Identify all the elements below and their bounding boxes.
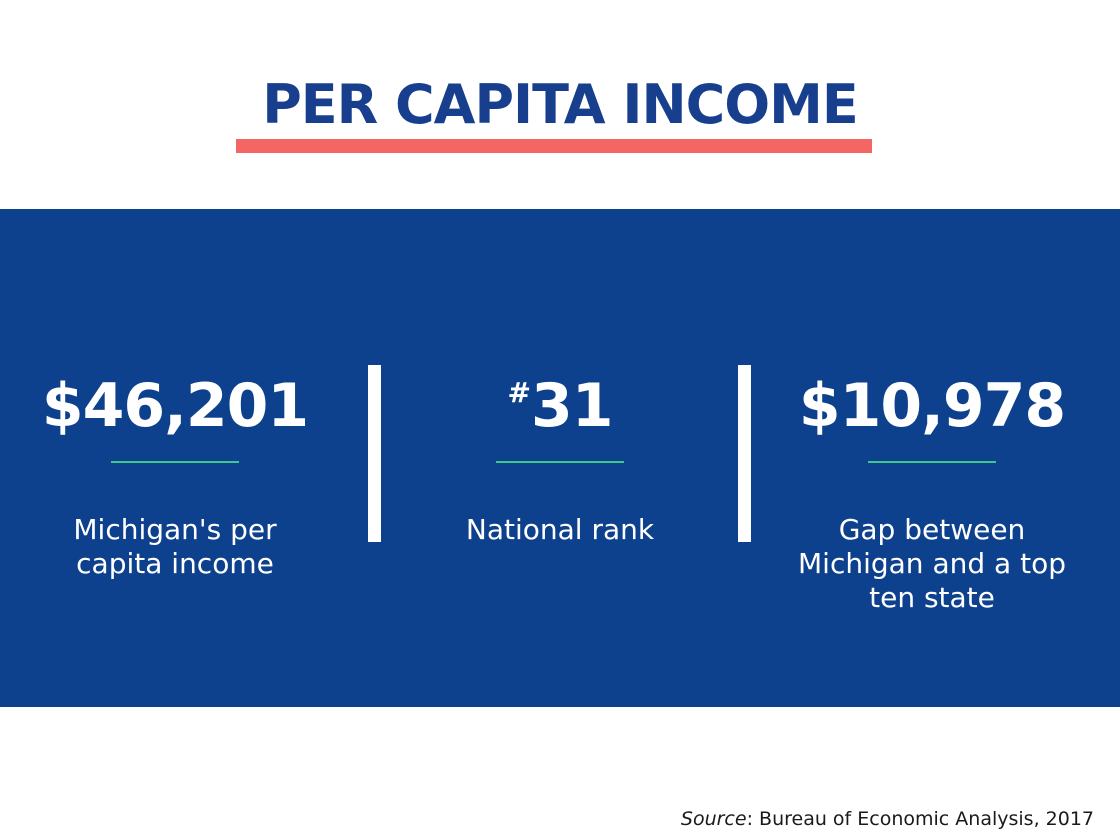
source-citation: Source: Bureau of Economic Analysis, 201… xyxy=(681,805,1094,833)
stat-income-gap: $10,978 Gap between Michigan and a top t… xyxy=(777,357,1087,617)
source-label: Source xyxy=(680,808,747,830)
stat-value-prefix: # xyxy=(507,376,531,409)
stat-value: $10,978 xyxy=(777,357,1087,442)
stat-value: $46,201 xyxy=(20,357,330,442)
source-text: Bureau of Economic Analysis, 2017 xyxy=(759,808,1094,830)
stat-divider xyxy=(738,365,751,542)
stat-rule xyxy=(868,461,996,463)
source-separator: : xyxy=(746,808,760,830)
stat-per-capita-income: $46,201 Michigan's per capita income xyxy=(20,357,330,617)
stat-label: Gap between Michigan and a top ten state xyxy=(798,513,1066,614)
page-title: PER CAPITA INCOME xyxy=(262,73,859,136)
stat-value: #31 xyxy=(405,357,715,442)
stat-rule xyxy=(111,461,239,463)
stat-value-number: 31 xyxy=(530,371,613,441)
stat-rule xyxy=(496,461,624,463)
stat-divider xyxy=(368,365,381,542)
stats-band: $46,201 Michigan's per capita income #31… xyxy=(0,209,1120,707)
stat-label: National rank xyxy=(465,513,655,546)
stat-value-number: $46,201 xyxy=(41,371,309,441)
stat-national-rank: #31 National rank xyxy=(405,357,715,617)
stat-value-number: $10,978 xyxy=(798,371,1066,441)
title-underline xyxy=(236,139,872,153)
stat-label: Michigan's per capita income xyxy=(73,513,277,580)
